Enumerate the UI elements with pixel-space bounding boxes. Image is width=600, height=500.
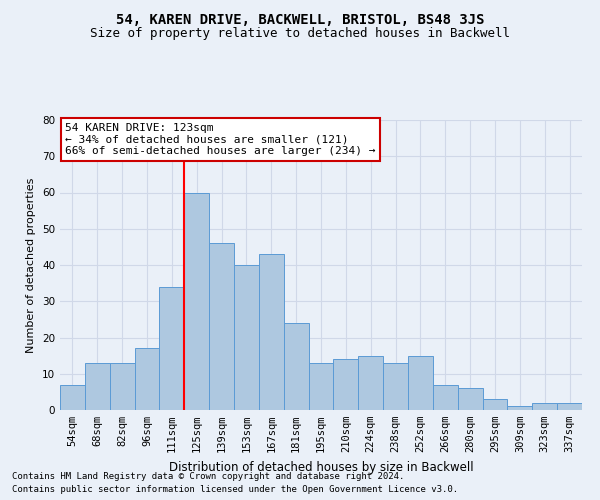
- Bar: [259, 254, 284, 410]
- Text: Contains HM Land Registry data © Crown copyright and database right 2024.: Contains HM Land Registry data © Crown c…: [12, 472, 404, 481]
- Bar: [234, 265, 259, 410]
- Bar: [358, 356, 383, 410]
- Bar: [532, 403, 557, 410]
- Bar: [482, 399, 508, 410]
- Text: 54 KAREN DRIVE: 123sqm
← 34% of detached houses are smaller (121)
66% of semi-de: 54 KAREN DRIVE: 123sqm ← 34% of detached…: [65, 123, 376, 156]
- Bar: [383, 363, 408, 410]
- Text: 54, KAREN DRIVE, BACKWELL, BRISTOL, BS48 3JS: 54, KAREN DRIVE, BACKWELL, BRISTOL, BS48…: [116, 12, 484, 26]
- Bar: [184, 192, 209, 410]
- Bar: [284, 323, 308, 410]
- Bar: [508, 406, 532, 410]
- X-axis label: Distribution of detached houses by size in Backwell: Distribution of detached houses by size …: [169, 460, 473, 473]
- Bar: [557, 403, 582, 410]
- Bar: [160, 287, 184, 410]
- Bar: [134, 348, 160, 410]
- Bar: [433, 384, 458, 410]
- Bar: [110, 363, 134, 410]
- Bar: [334, 359, 358, 410]
- Y-axis label: Number of detached properties: Number of detached properties: [26, 178, 37, 352]
- Text: Size of property relative to detached houses in Backwell: Size of property relative to detached ho…: [90, 28, 510, 40]
- Bar: [209, 244, 234, 410]
- Bar: [308, 363, 334, 410]
- Bar: [60, 384, 85, 410]
- Bar: [85, 363, 110, 410]
- Bar: [408, 356, 433, 410]
- Text: Contains public sector information licensed under the Open Government Licence v3: Contains public sector information licen…: [12, 485, 458, 494]
- Bar: [458, 388, 482, 410]
